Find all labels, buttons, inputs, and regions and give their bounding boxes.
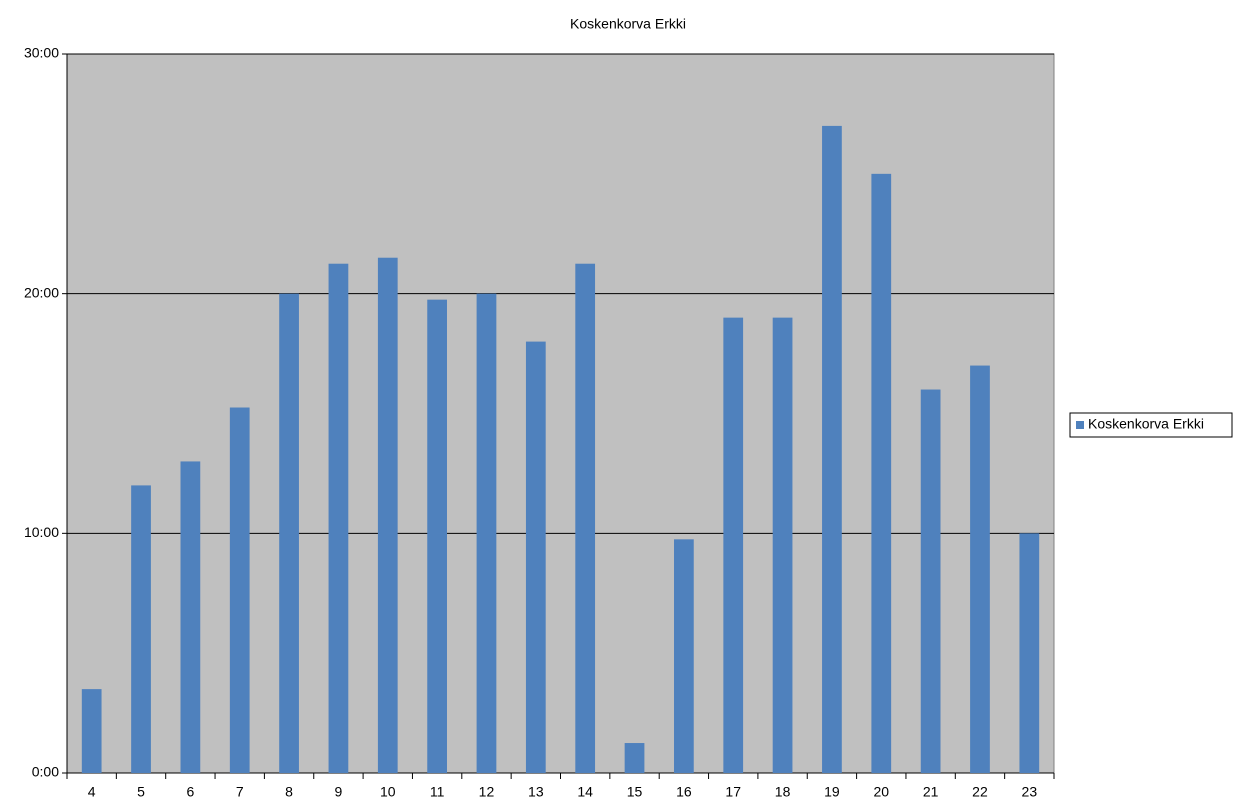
bar [180,461,201,773]
x-tick-label: 8 [285,784,293,800]
bar [1019,533,1040,773]
x-tick-label: 19 [824,784,840,800]
bar [131,485,151,773]
bar [624,743,645,773]
y-tick-label: 10:00 [24,524,59,540]
legend-swatch [1076,421,1084,429]
x-tick-label: 4 [88,784,96,800]
x-tick-label: 14 [577,784,593,800]
bar [377,257,398,773]
x-tick-label: 9 [335,784,343,800]
bar [525,341,546,773]
y-tick-label: 0:00 [32,764,59,780]
x-tick-label: 10 [380,784,396,800]
x-tick-label: 15 [627,784,643,800]
bar [476,293,497,773]
x-tick-label: 22 [972,784,988,800]
bar [920,389,941,773]
x-tick-label: 23 [1022,784,1038,800]
bar [81,689,102,773]
bar [229,407,250,773]
bar [328,263,349,773]
bar [427,299,447,773]
x-tick-label: 6 [186,784,194,800]
x-tick-label: 18 [775,784,791,800]
x-tick-label: 16 [676,784,692,800]
y-tick-label: 20:00 [24,284,59,300]
y-tick-label: 30:00 [24,45,59,61]
plot-area [66,53,1055,774]
bar [674,539,694,773]
bar [822,125,842,773]
bar [575,263,596,773]
bar [970,365,990,773]
x-tick-label: 13 [528,784,544,800]
x-tick-label: 5 [137,784,145,800]
x-tick-label: 11 [430,784,445,800]
bar [723,317,744,773]
x-tick-label: 21 [923,784,939,800]
x-tick-label: 17 [725,784,741,800]
x-tick-label: 20 [873,784,889,800]
bar [772,317,793,773]
bar [871,173,892,774]
x-tick-label: 12 [479,784,495,800]
chart-title: Koskenkorva Erkki [570,16,686,32]
x-tick-label: 7 [236,784,244,800]
legend-box [1069,412,1233,438]
legend-label: Koskenkorva Erkki [1088,416,1204,432]
bar [279,293,299,773]
